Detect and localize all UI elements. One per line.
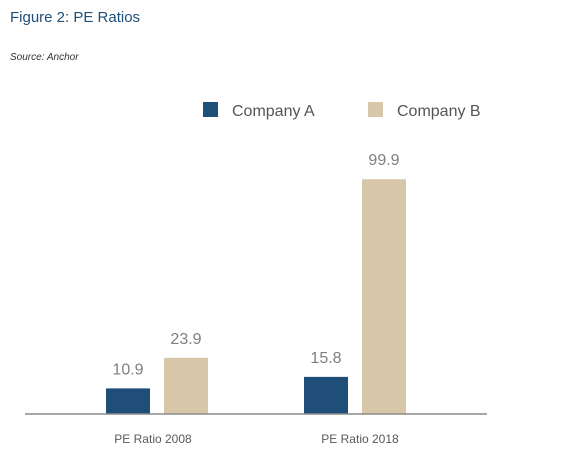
chart-source: Source: Anchor [10,52,79,63]
bar-company-b-pe-ratio-2008 [164,357,208,414]
bar-company-a-pe-ratio-2008 [106,388,150,414]
value-label-group: 10.9 23.9 15.8 99.9 [112,152,399,378]
chart-title: Figure 2: PE Ratios [10,9,141,26]
bar-group [106,179,406,414]
legend-swatch-company-a [203,102,218,117]
bar-company-a-pe-ratio-2018 [304,376,348,414]
legend-label-company-a: Company A [232,103,315,120]
chart-legend: Company A Company B [203,102,481,120]
value-label-company-b-pe-ratio-2018: 99.9 [368,152,399,169]
legend-label-company-b: Company B [397,103,481,120]
x-tick-label-group: PE Ratio 2008 PE Ratio 2018 [114,432,399,446]
value-label-company-a-pe-ratio-2008: 10.9 [112,361,143,378]
x-tick-label-pe-ratio-2008: PE Ratio 2008 [114,432,192,446]
value-label-company-a-pe-ratio-2018: 15.8 [310,350,341,367]
bar-company-b-pe-ratio-2018 [362,179,406,414]
x-tick-label-pe-ratio-2018: PE Ratio 2018 [321,432,399,446]
value-label-company-b-pe-ratio-2008: 23.9 [170,331,201,348]
legend-swatch-company-b [368,102,383,117]
